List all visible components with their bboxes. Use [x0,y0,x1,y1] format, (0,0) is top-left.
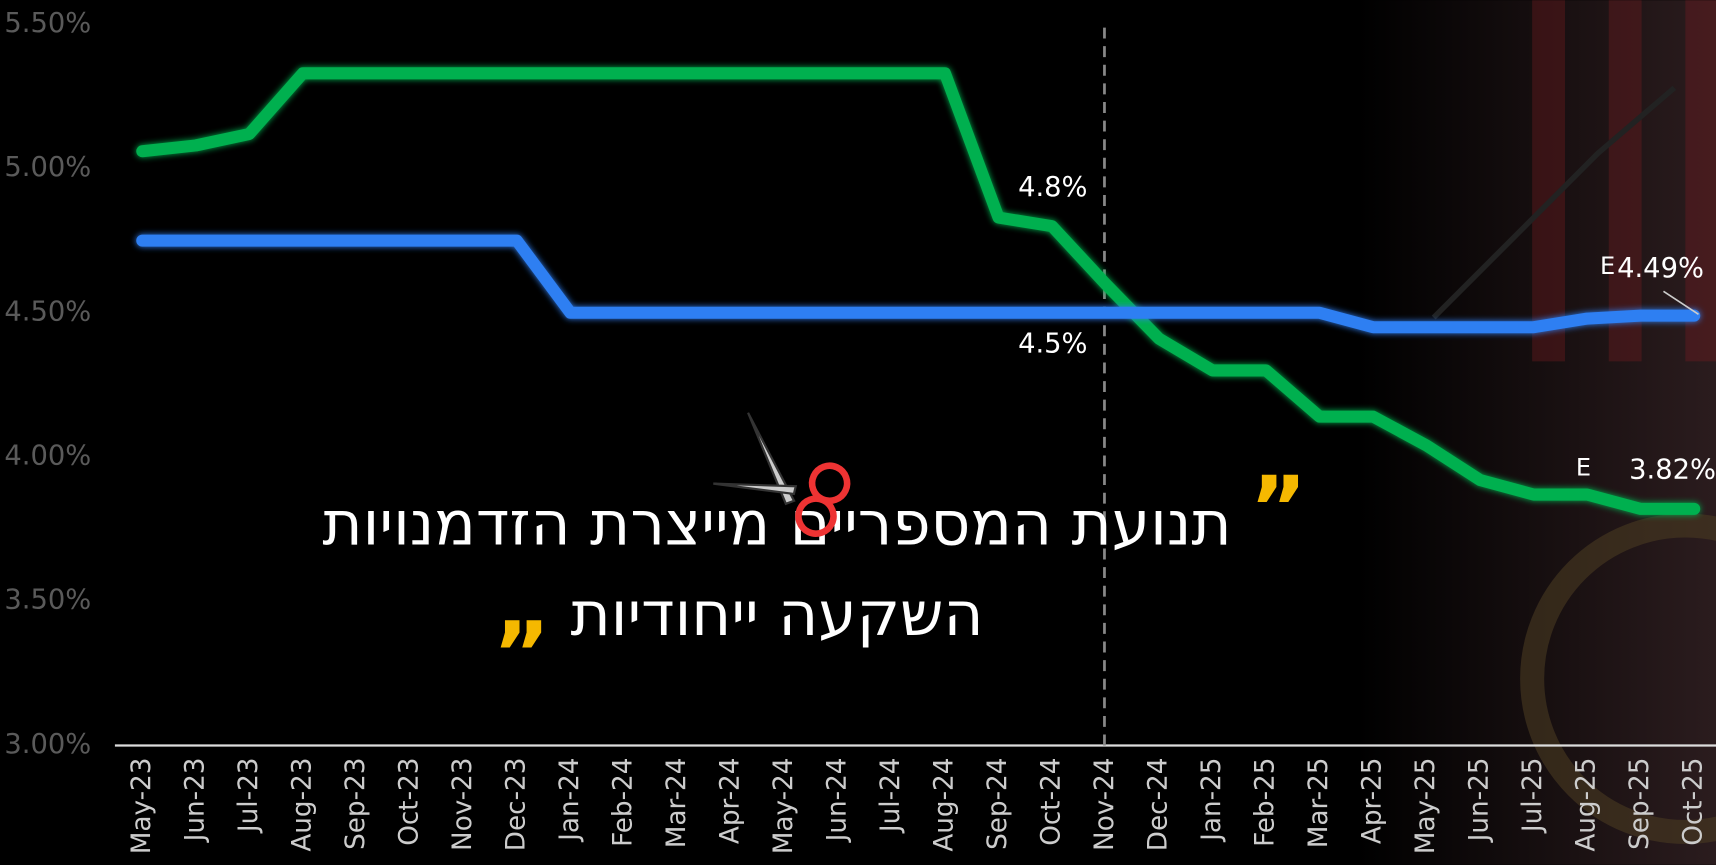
x-tick-label: Sep-24 [983,758,1013,850]
x-tick-label: Apr-25 [1358,758,1388,845]
x-tick-label: Aug-24 [930,758,960,852]
quote-mark: ” [1249,458,1307,560]
x-tick-label: Feb-25 [1251,758,1281,847]
x-tick-label: Aug-25 [1572,758,1602,852]
x-tick-label: Nov-23 [448,758,478,851]
y-tick-label: 3.50% [4,585,91,616]
data-label: 4.5% [1018,328,1087,359]
x-tick-label: Jan-24 [555,758,585,843]
x-tick-label: Jun-23 [180,758,210,844]
y-tick-label: 4.50% [4,296,91,327]
x-tick-label: Jun-25 [1465,758,1495,844]
x-tick-label: Feb-24 [608,758,638,847]
data-label: 4.8% [1018,172,1087,203]
x-tick-label: Nov-24 [1090,758,1120,851]
flag-stripes [1532,0,1716,362]
y-tick-label: 3.00% [4,729,91,760]
x-tick-label: Jun-24 [822,758,852,844]
x-tick-label: May-25 [1411,758,1441,855]
y-tick-label: 5.50% [4,8,91,39]
scissors-icon [713,412,851,537]
x-tick-label: Dec-24 [1144,758,1174,852]
headline-line: השקעה ייחודיות [571,579,984,650]
x-tick-label: Oct-24 [1037,758,1067,846]
x-tick-label: Sep-23 [341,758,371,850]
microphone [1431,85,1677,320]
series-line [136,67,1701,515]
x-tick-label: Dec-23 [501,758,531,852]
x-tick-label: May-23 [127,758,157,855]
data-label: 3.82% [1629,454,1716,485]
seal [1520,513,1716,844]
x-tick-label: Aug-23 [287,758,317,852]
y-tick-label: 4.00% [4,441,91,472]
x-tick-label: Jan-25 [1197,758,1227,843]
x-tick-label: Mar-24 [662,758,692,849]
x-tick-label: Mar-25 [1304,758,1334,849]
label-leader [1663,290,1699,315]
x-tick-label: Sep-25 [1625,758,1655,850]
series-line [136,234,1701,334]
x-tick-label: May-24 [769,758,799,855]
data-label: 4.49% [1617,253,1704,284]
x-tick-label: Jul-24 [876,758,906,835]
headline-line: תנועת המספריים מייצרת הזדמנויות [322,488,1231,559]
x-tick-label: Jul-25 [1518,758,1548,835]
x-tick-label: Jul-23 [234,758,264,835]
estimate-label: E [1600,252,1615,280]
x-tick-label: Apr-24 [715,758,745,845]
x-tick-label: Oct-23 [394,758,424,846]
estimate-label: E [1576,454,1591,482]
y-tick-label: 5.00% [4,152,91,183]
x-tick-label: Oct-25 [1679,758,1709,846]
quote-mark: „ [494,556,552,658]
